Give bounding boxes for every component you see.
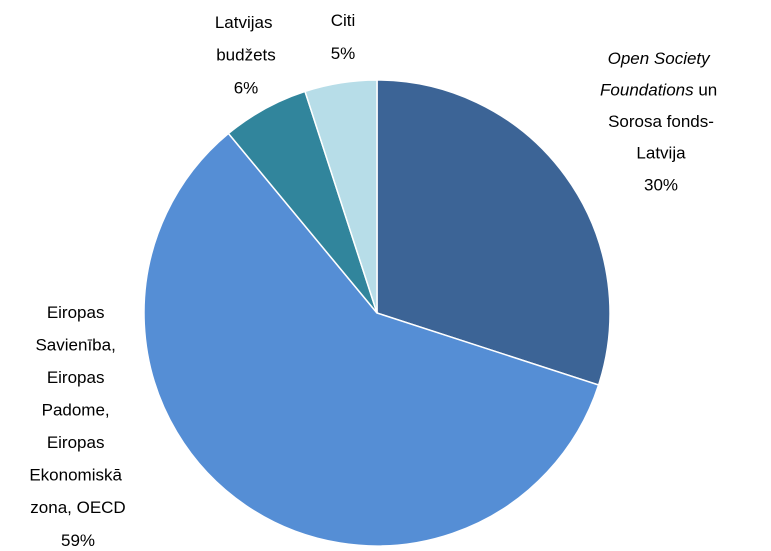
label-word: Padome, <box>42 401 115 420</box>
slice-label: Eiropas Savienība, Eiropas Padome, Eirop… <box>29 303 126 517</box>
pie-slice <box>143 132 600 547</box>
label-word: Eiropas <box>47 368 109 387</box>
label-word: Savienība, <box>35 336 120 355</box>
label-word: Latvijas <box>215 13 277 32</box>
label-word: zona, <box>30 498 76 517</box>
slice-label: Latvijas budžets <box>215 13 277 65</box>
label-line: Latvijas <box>215 13 277 32</box>
value-label: 30% <box>644 175 678 194</box>
label-line: budžets <box>216 46 276 65</box>
value-label: 6% <box>234 78 259 97</box>
label-word: OECD <box>77 498 126 517</box>
label-line: Ekonomiskā <box>29 466 126 485</box>
label-word: Open <box>608 49 654 68</box>
label-line: Foundations un <box>600 81 722 100</box>
label-word: un <box>698 81 722 100</box>
label-line: Savienība, <box>35 336 120 355</box>
label-line: Padome, <box>42 401 115 420</box>
label-line: Eiropas <box>47 368 109 387</box>
label-word: Latvija <box>636 144 686 163</box>
label-word: Ekonomiskā <box>29 466 126 485</box>
label-line: Eiropas <box>47 303 109 322</box>
slice-label: Open Society Foundations un Sorosa fonds… <box>600 49 722 163</box>
label-word: Eiropas <box>47 303 109 322</box>
label-line: Open Society <box>608 49 715 68</box>
label-line: Citi <box>331 11 356 30</box>
pie-slice <box>304 79 378 314</box>
value-label: 59% <box>61 531 95 550</box>
label-word: Citi <box>331 11 356 30</box>
label-line: Latvija <box>636 144 686 163</box>
label-word: fonds- <box>667 112 714 131</box>
value-label: 5% <box>331 44 356 63</box>
label-line: Eiropas <box>47 433 109 452</box>
slice-label: Citi <box>331 11 356 30</box>
label-word: Sorosa <box>608 112 667 131</box>
label-word: Eiropas <box>47 433 109 452</box>
label-word: Foundations <box>600 81 698 100</box>
pie-slice <box>376 79 611 386</box>
label-word: budžets <box>216 46 276 65</box>
label-line: Sorosa fonds- <box>608 112 714 131</box>
label-word: Society <box>654 49 714 68</box>
label-line: zona, OECD <box>30 498 125 517</box>
